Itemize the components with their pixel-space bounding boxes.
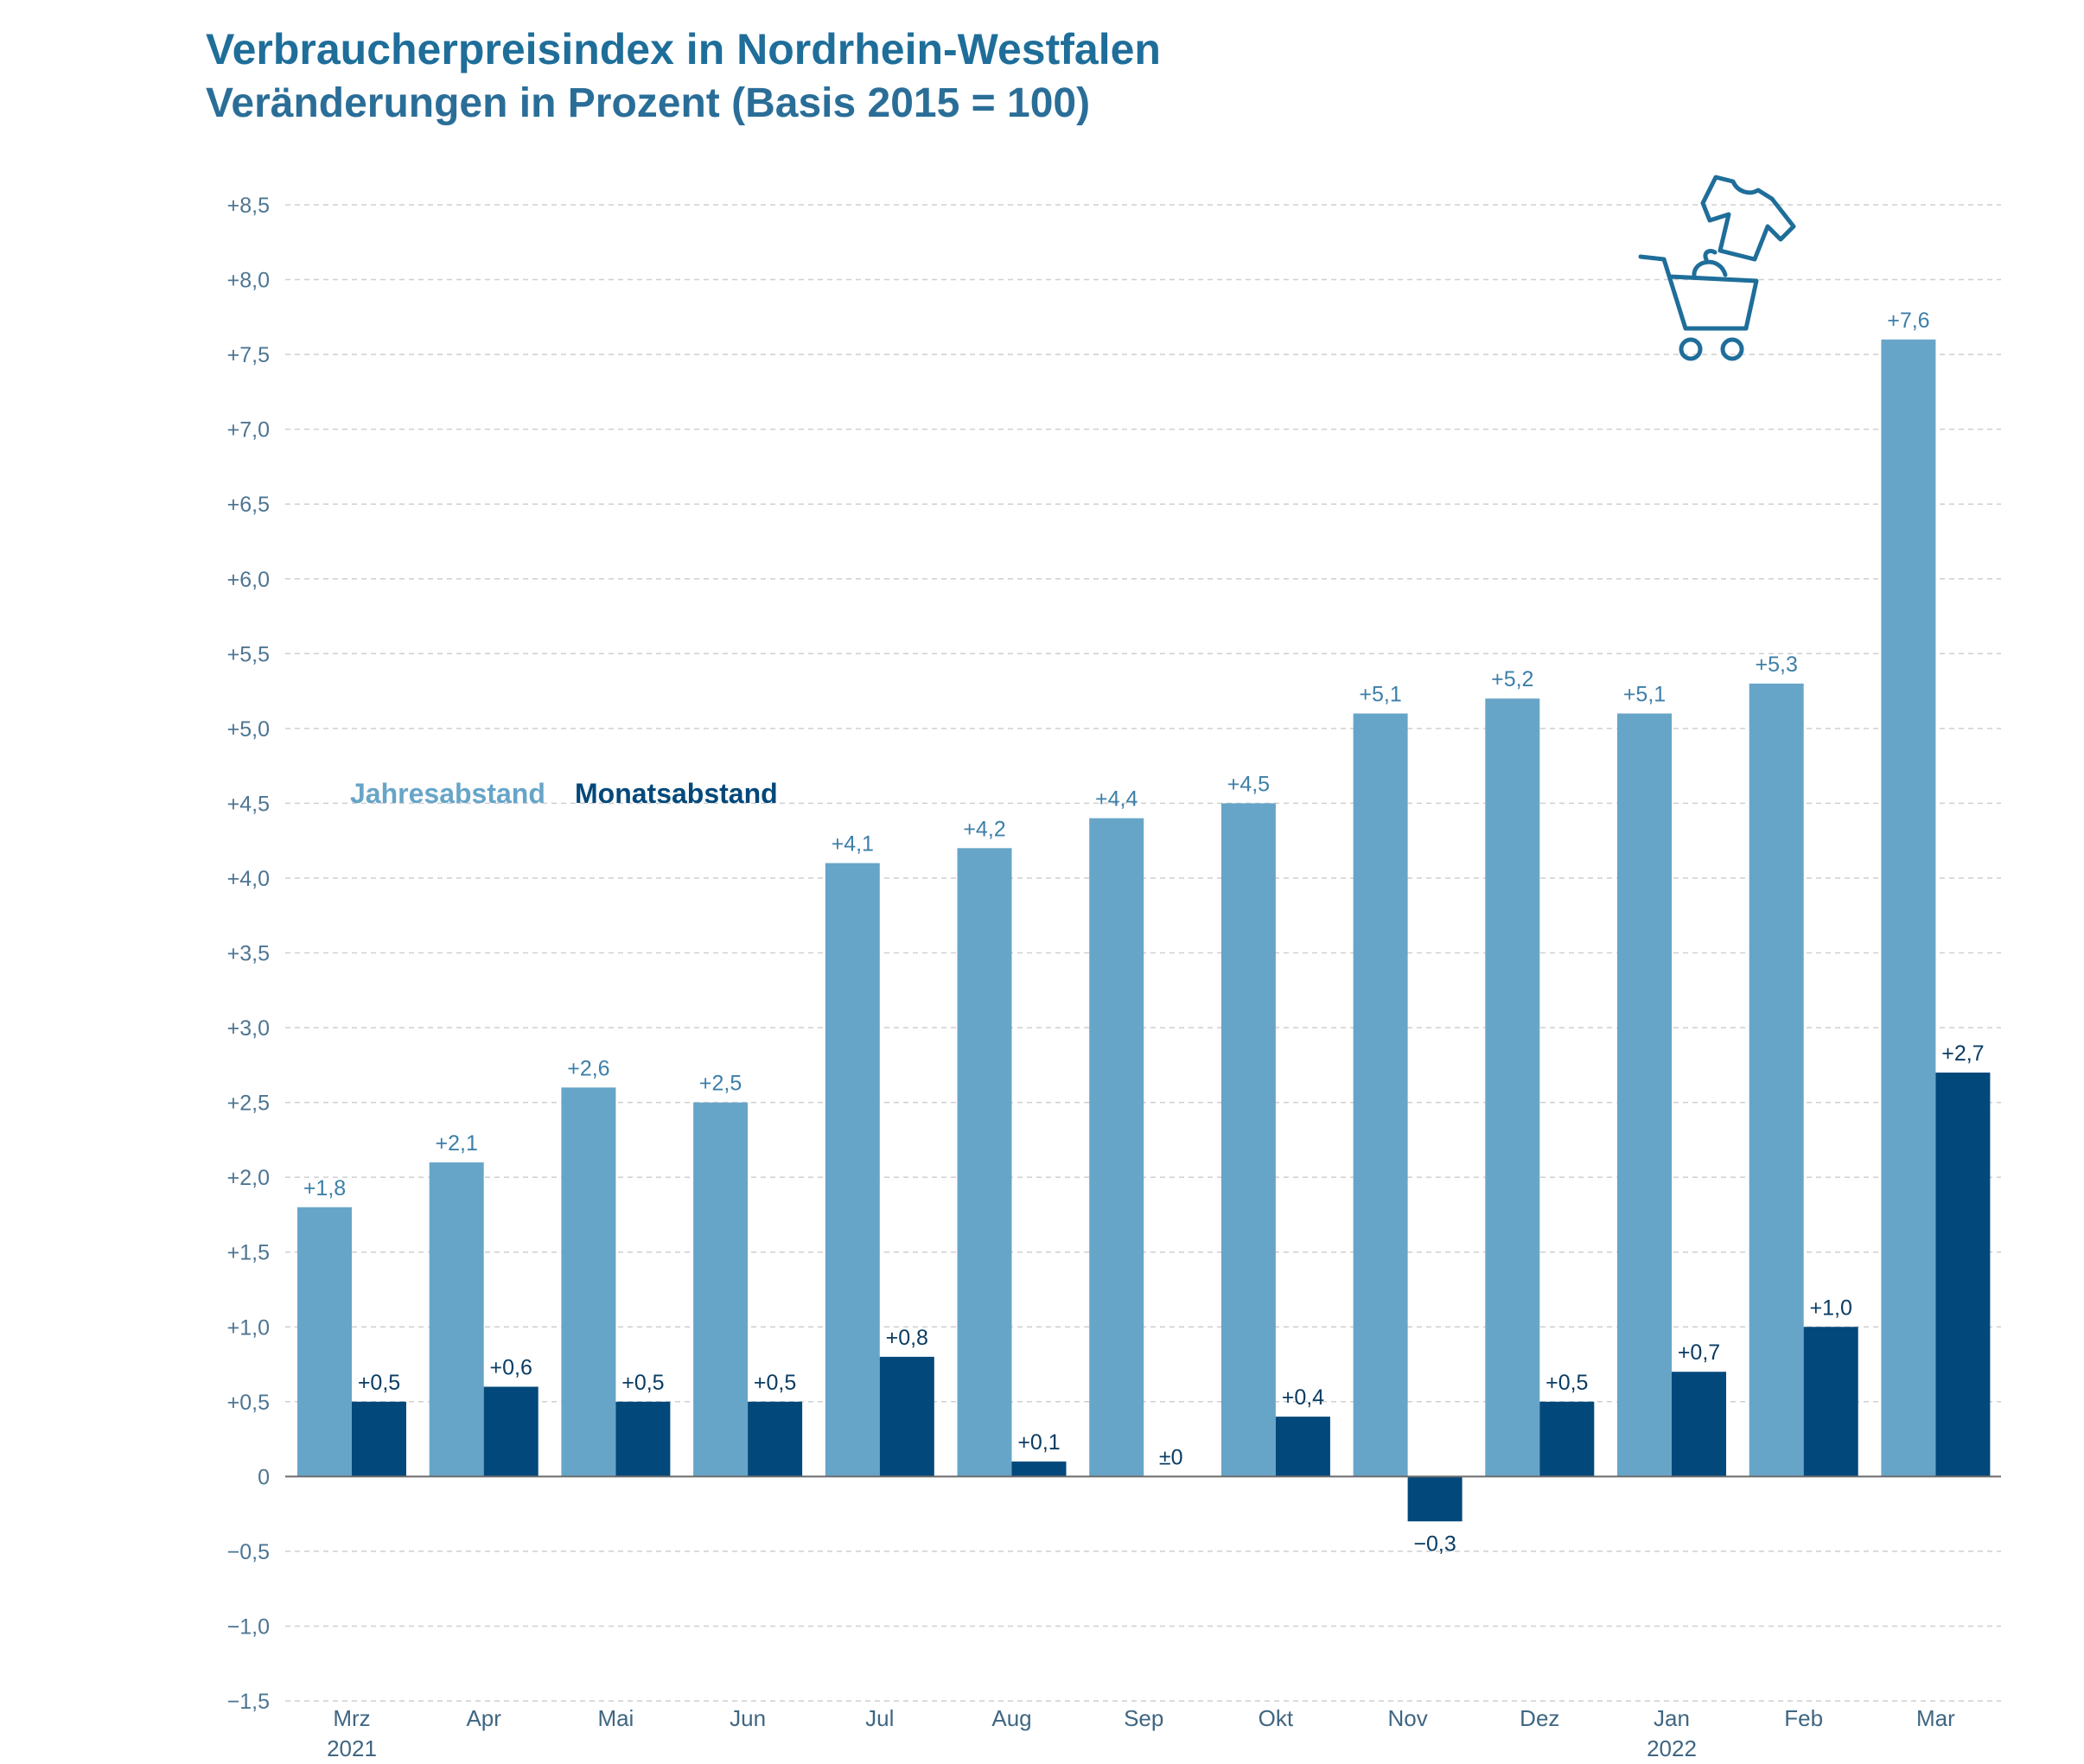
y-tick-label: +2,5 [227, 1092, 270, 1116]
bar-monatsabstand [1935, 1072, 1991, 1477]
bar-jahresabstand [1749, 683, 1804, 1477]
y-tick-label: +3,5 [227, 942, 270, 966]
y-tick-label: +1,5 [227, 1241, 270, 1265]
bar-jahresabstand [693, 1102, 749, 1477]
y-tick-label: +6,0 [227, 568, 270, 592]
legend-jahresabstand: Jahresabstand [350, 778, 545, 809]
x-axis-labels: Mrz 2021 Apr Mai Jun Jul Aug Sep Okt Nov Dez Jan 202… [327, 1705, 1955, 1761]
data-label-jahresabstand: +5,3 [1756, 653, 1798, 677]
y-tick-label: +1,0 [227, 1315, 270, 1340]
x-tick-label: Dez [1520, 1705, 1559, 1731]
chart-title: Verbraucherpreisindex in Nordrhein-Westf… [206, 25, 1161, 73]
data-label-monatsabstand: +0,1 [1017, 1430, 1060, 1455]
bar-jahresabstand [297, 1207, 352, 1477]
data-label-jahresabstand: +2,5 [699, 1072, 742, 1096]
shopping-cart-icon [1638, 248, 1759, 361]
x-tick-label: Mar [1916, 1705, 1955, 1731]
x-tick-label: Mrz [333, 1705, 370, 1731]
data-label-jahresabstand: +5,1 [1359, 683, 1401, 707]
data-label-monatsabstand: −0,3 [1413, 1532, 1456, 1556]
bar-jahresabstand [1353, 713, 1408, 1477]
data-label-monatsabstand: +0,8 [886, 1326, 928, 1350]
bar-jahresabstand [429, 1162, 484, 1477]
x-tick-label: Jan [1654, 1705, 1690, 1731]
data-label-jahresabstand: +2,6 [567, 1056, 609, 1080]
bars [297, 339, 1991, 1522]
y-tick-label: +8,5 [227, 194, 270, 218]
bar-monatsabstand [1275, 1417, 1330, 1477]
y-tick-label: +6,5 [227, 493, 270, 517]
data-label-jahresabstand: +4,4 [1095, 787, 1138, 812]
data-label-jahresabstand: +2,1 [436, 1131, 478, 1156]
bar-monatsabstand [1803, 1327, 1858, 1477]
y-tick-label: +0,5 [227, 1391, 270, 1415]
y-axis-ticks: +8,5 +8,0 +7,5 +7,0 +6,5 +6,0 +5,5 +5,0 +4,5 +4,0… [227, 194, 270, 1714]
data-label-monatsabstand: +0,5 [621, 1371, 664, 1395]
bar-jahresabstand [957, 848, 1012, 1477]
data-label-jahresabstand: +1,8 [303, 1176, 346, 1200]
x-tick-label: Jun [730, 1705, 766, 1731]
y-tick-label: −1,5 [227, 1690, 270, 1714]
bar-jahresabstand [825, 863, 880, 1477]
data-label-jahresabstand: +4,1 [832, 832, 874, 857]
bar-jahresabstand [1485, 698, 1540, 1477]
data-label-monatsabstand: +2,7 [1941, 1041, 1984, 1066]
bar-monatsabstand [748, 1401, 803, 1477]
bar-monatsabstand [1407, 1476, 1463, 1522]
bar-monatsabstand [879, 1356, 934, 1477]
x-tick-label: Aug [991, 1705, 1031, 1731]
x-tick-label: Apr [466, 1705, 501, 1731]
bar-jahresabstand [1617, 713, 1672, 1477]
bar-monatsabstand [1539, 1401, 1595, 1477]
x-tick-label: Mai [597, 1705, 634, 1731]
y-tick-label: +5,0 [227, 717, 270, 742]
y-tick-label: +4,0 [227, 867, 270, 891]
data-label-monatsabstand: +0,5 [754, 1371, 796, 1395]
data-label-jahresabstand: +5,1 [1623, 683, 1666, 707]
data-label-jahresabstand: +4,2 [963, 817, 1005, 841]
data-label-monatsabstand: +0,6 [490, 1355, 532, 1379]
bar-monatsabstand [352, 1401, 406, 1477]
x-tick-label: Okt [1259, 1705, 1294, 1731]
data-label-monatsabstand: +0,4 [1282, 1385, 1324, 1410]
bar-monatsabstand [1672, 1372, 1726, 1477]
data-label-monatsabstand: +0,5 [358, 1371, 400, 1395]
bar-jahresabstand [1220, 803, 1276, 1477]
bar-monatsabstand [615, 1401, 671, 1477]
legend-monatsabstand: Monatsabstand [575, 778, 778, 809]
y-tick-label: 0 [258, 1465, 270, 1489]
y-tick-label: +7,5 [227, 343, 270, 367]
data-label-monatsabstand: ±0 [1159, 1445, 1183, 1469]
x-tick-year-label: 2022 [1647, 1735, 1697, 1761]
value-labels: +1,8 +0,5 +2,1 +0,6 +2,6 +0,5 +2,5 +0,5 +4,1 +0,8… [303, 309, 1985, 1556]
x-tick-label: Nov [1387, 1705, 1427, 1731]
x-tick-label: Jul [865, 1705, 894, 1731]
data-label-monatsabstand: +0,5 [1545, 1371, 1588, 1395]
bar-monatsabstand [1011, 1462, 1067, 1477]
y-tick-label: −1,0 [227, 1614, 270, 1639]
y-tick-label: +3,0 [227, 1016, 270, 1041]
x-tick-year-label: 2021 [327, 1735, 377, 1761]
bar-jahresabstand [561, 1087, 616, 1477]
data-label-jahresabstand: +5,2 [1491, 667, 1533, 691]
bar-jahresabstand [1881, 339, 1936, 1477]
y-tick-label: +5,5 [227, 642, 270, 666]
x-tick-label: Sep [1124, 1705, 1163, 1731]
data-label-monatsabstand: +1,0 [1810, 1296, 1852, 1320]
y-tick-label: +7,0 [227, 418, 270, 443]
y-tick-label: +4,5 [227, 792, 270, 816]
data-label-jahresabstand: +7,6 [1887, 309, 1929, 333]
y-tick-label: −0,5 [227, 1540, 270, 1564]
data-label-jahresabstand: +4,5 [1227, 772, 1270, 796]
bar-jahresabstand [1089, 818, 1144, 1477]
chart-subtitle: Veränderungen in Prozent (Basis 2015 = 1… [206, 80, 1091, 126]
data-label-monatsabstand: +0,7 [1678, 1341, 1720, 1365]
x-tick-label: Feb [1784, 1705, 1823, 1731]
y-tick-label: +8,0 [227, 269, 270, 293]
y-tick-label: +2,0 [227, 1166, 270, 1190]
t-shirt-icon [1700, 175, 1796, 262]
bar-monatsabstand [483, 1386, 539, 1477]
